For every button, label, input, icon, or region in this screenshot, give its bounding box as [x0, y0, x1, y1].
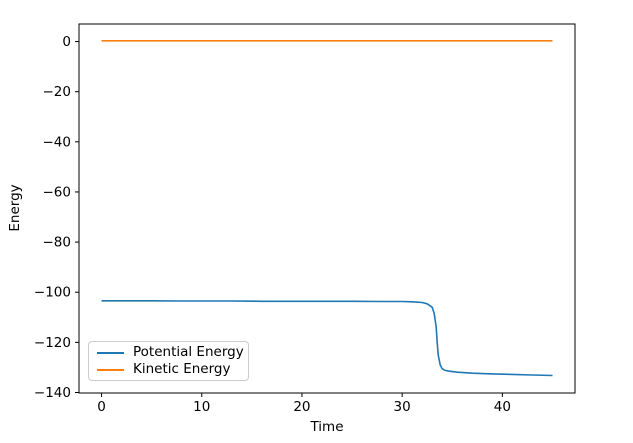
axis-ticks: 0 10 20 30 40 0 −20 −40 −60 −80 −100 −120 −140	[34, 34, 511, 415]
y-axis-label: Energy	[7, 184, 23, 231]
y-tick-label: −140	[34, 385, 71, 401]
kinetic-energy-line-icon	[97, 368, 124, 371]
x-tick-label: 30	[394, 399, 411, 415]
potential-energy-line	[101, 299, 553, 377]
x-tick-label: 40	[494, 399, 511, 415]
y-tick-label: −80	[43, 235, 72, 251]
y-tick-label: −60	[43, 184, 72, 200]
x-tick-label: 10	[193, 399, 210, 415]
axes-frame	[78, 23, 576, 394]
y-tick-label: −20	[43, 84, 72, 100]
legend: Potential Energy Kinetic Energy	[88, 341, 249, 381]
legend-label-potential-energy: Potential Energy	[133, 343, 244, 360]
x-tick-label: 20	[293, 399, 310, 415]
series-lines	[101, 39, 553, 377]
legend-item-kinetic-energy: Kinetic Energy	[97, 361, 240, 378]
legend-item-potential-energy: Potential Energy	[97, 344, 244, 361]
y-tick-label: −100	[34, 285, 71, 301]
legend-label-kinetic-energy: Kinetic Energy	[133, 360, 231, 377]
y-tick-label: −40	[43, 134, 72, 150]
potential-energy-line-icon	[97, 351, 124, 354]
x-axis-label: Time	[309, 419, 343, 435]
y-tick-label: 0	[62, 34, 71, 50]
x-tick-label: 0	[97, 399, 106, 415]
y-tick-label: −120	[34, 335, 71, 351]
